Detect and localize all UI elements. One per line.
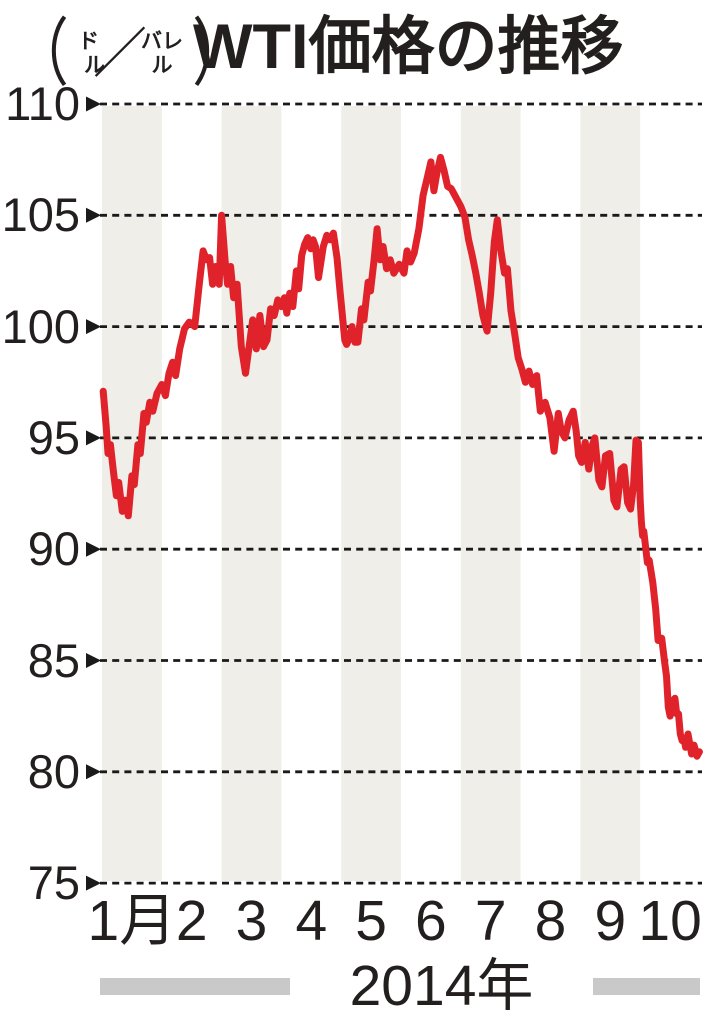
- tick-arrow-icon: [86, 207, 101, 223]
- month-band: [341, 106, 401, 881]
- wti-price-line: [99, 153, 703, 760]
- month-band: [460, 106, 521, 881]
- x-month-label-5: 5: [355, 889, 387, 953]
- tick-arrow-icon: [86, 541, 101, 557]
- unit-open-paren: （: [13, 12, 69, 95]
- x-month-label-3: 3: [235, 889, 268, 953]
- page-title: WTI価格の推移: [193, 12, 624, 82]
- tick-arrow-icon: [86, 430, 101, 446]
- tick-arrow-icon: [86, 96, 101, 112]
- y-tick-label-75: 75: [27, 856, 80, 910]
- y-tick-label-80: 80: [27, 744, 80, 798]
- unit-close-paren: ）: [192, 12, 248, 95]
- x-month-label-7: 7: [474, 889, 507, 953]
- tick-arrow-icon: [86, 653, 101, 668]
- tick-arrow-icon: [86, 875, 101, 891]
- x-axis-year-row: 2014年: [100, 953, 700, 1018]
- tick-arrow-icon: [86, 319, 101, 335]
- tick-arrow-icon: [86, 764, 101, 780]
- y-tick-label-85: 85: [27, 633, 80, 687]
- y-tick-label-100: 100: [1, 299, 80, 353]
- y-tick-label-105: 105: [1, 188, 80, 242]
- x-month-label-10: 10: [638, 889, 702, 953]
- unit-barrel-column: バレ ル: [141, 30, 183, 78]
- y-tick-label-110: 110: [5, 77, 80, 130]
- unit-dollar-bottom: ル: [84, 54, 105, 77]
- year-decoration-bar-right: [593, 977, 700, 995]
- unit-barrel-bottom: ル: [151, 54, 173, 77]
- x-month-label-1: 1月: [87, 889, 177, 953]
- x-month-label-4: 4: [295, 889, 328, 953]
- month-band: [221, 106, 282, 881]
- unit-barrel-top: バレ: [141, 29, 183, 53]
- unit-dollar-column: ド ル: [78, 29, 105, 78]
- x-month-label-8: 8: [534, 889, 567, 953]
- year-label: 2014年: [349, 953, 534, 1018]
- x-month-label-2: 2: [175, 889, 208, 953]
- y-tick-label-90: 90: [27, 522, 80, 576]
- y-tick-label-95: 95: [27, 410, 80, 464]
- x-month-label-9: 9: [594, 889, 627, 953]
- x-month-label-6: 6: [415, 889, 447, 953]
- year-decoration-bar-left: [100, 977, 290, 995]
- y-axis-unit-label: （ ド ル ／ バレ ル ）: [4, 12, 257, 96]
- unit-dollar-top: ド: [78, 29, 99, 53]
- unit-slash: ／: [93, 24, 147, 84]
